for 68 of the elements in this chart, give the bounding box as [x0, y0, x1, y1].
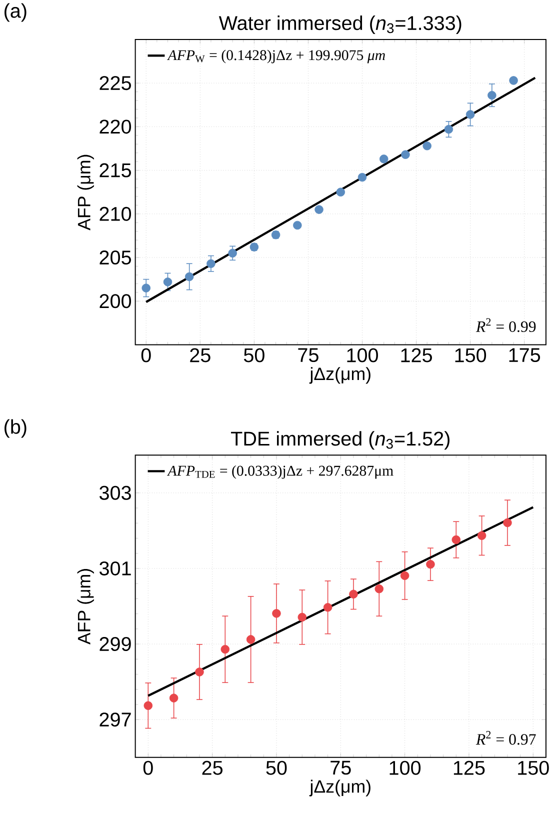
- point: [228, 248, 237, 258]
- point: [503, 518, 512, 528]
- point: [466, 110, 475, 119]
- x-tick-label: 150: [455, 348, 486, 362]
- x-axis-title: jΔz(μm): [309, 780, 370, 796]
- x-tick-label: 150: [518, 760, 549, 775]
- point: [293, 220, 302, 230]
- y-axis-title: AFP (μm): [77, 154, 94, 230]
- point: [509, 76, 518, 85]
- point: [426, 560, 435, 569]
- point: [184, 272, 194, 282]
- y-tick-label: 200: [100, 294, 132, 308]
- x-tick-label: 25: [202, 760, 223, 775]
- x-tick-label: 0: [141, 348, 151, 362]
- legend-label: AFP$_{W}$ = (0.1428)jΔz + 199.9075 μm: [166, 50, 385, 64]
- point: [336, 188, 346, 196]
- point: [358, 172, 367, 182]
- point: [314, 205, 324, 214]
- point: [452, 535, 461, 544]
- text: (a): [4, 3, 26, 22]
- point: [246, 635, 256, 644]
- point: [349, 590, 358, 599]
- x-tick-label: 125: [454, 760, 485, 775]
- point: [298, 612, 307, 622]
- y-tick-label: 210: [100, 206, 132, 221]
- point: [272, 609, 281, 618]
- text: (b): [4, 419, 26, 438]
- x-tick-label: 50: [244, 348, 264, 362]
- x-tick-label: 175: [509, 348, 540, 362]
- point: [169, 694, 178, 702]
- point: [488, 90, 496, 100]
- point: [401, 150, 410, 159]
- annotation: R$^{2}$ = 0.97: [476, 731, 536, 745]
- y-axis-title: AFP (μm): [77, 569, 94, 645]
- point: [477, 531, 486, 540]
- x-tick-label: 25: [190, 348, 210, 362]
- y-tick-label: 215: [100, 163, 131, 178]
- chart-title: Water immersed (n$_{3}$=1.333): [218, 16, 462, 34]
- y-tick-label: 205: [100, 250, 131, 265]
- y-tick-label: 297: [100, 712, 131, 727]
- y-tick-label: 303: [100, 486, 131, 500]
- x-tick-label: 125: [401, 348, 432, 362]
- point: [380, 154, 388, 164]
- point: [444, 124, 454, 134]
- legend-label: AFP$_{TDE}$ = (0.0333)jΔz + 297.6287μm: [166, 465, 394, 479]
- chart-title: TDE immersed (n$_{3}$=1.52): [231, 431, 450, 450]
- y-tick-label: 301: [100, 561, 131, 576]
- x-tick-label: 75: [298, 348, 318, 362]
- x-tick-label: 0: [143, 760, 153, 775]
- point: [144, 701, 153, 710]
- point: [374, 584, 384, 594]
- x-tick-label: 100: [347, 348, 378, 362]
- point: [206, 259, 216, 268]
- point: [323, 602, 332, 612]
- point: [163, 278, 172, 286]
- x-tick-label: 75: [330, 760, 351, 775]
- x-axis-title: jΔz(μm): [309, 367, 370, 384]
- y-tick-label: 220: [100, 120, 132, 134]
- y-tick-label: 225: [100, 76, 131, 90]
- x-tick-label: 100: [390, 760, 421, 775]
- point: [400, 571, 410, 580]
- x-tick-label: 50: [266, 760, 287, 775]
- y-tick-label: 299: [100, 637, 131, 652]
- annotation: R$^{2}$ = 0.99: [476, 318, 536, 332]
- point: [142, 284, 151, 292]
- point: [195, 668, 204, 676]
- point: [220, 644, 230, 654]
- point: [422, 142, 432, 150]
